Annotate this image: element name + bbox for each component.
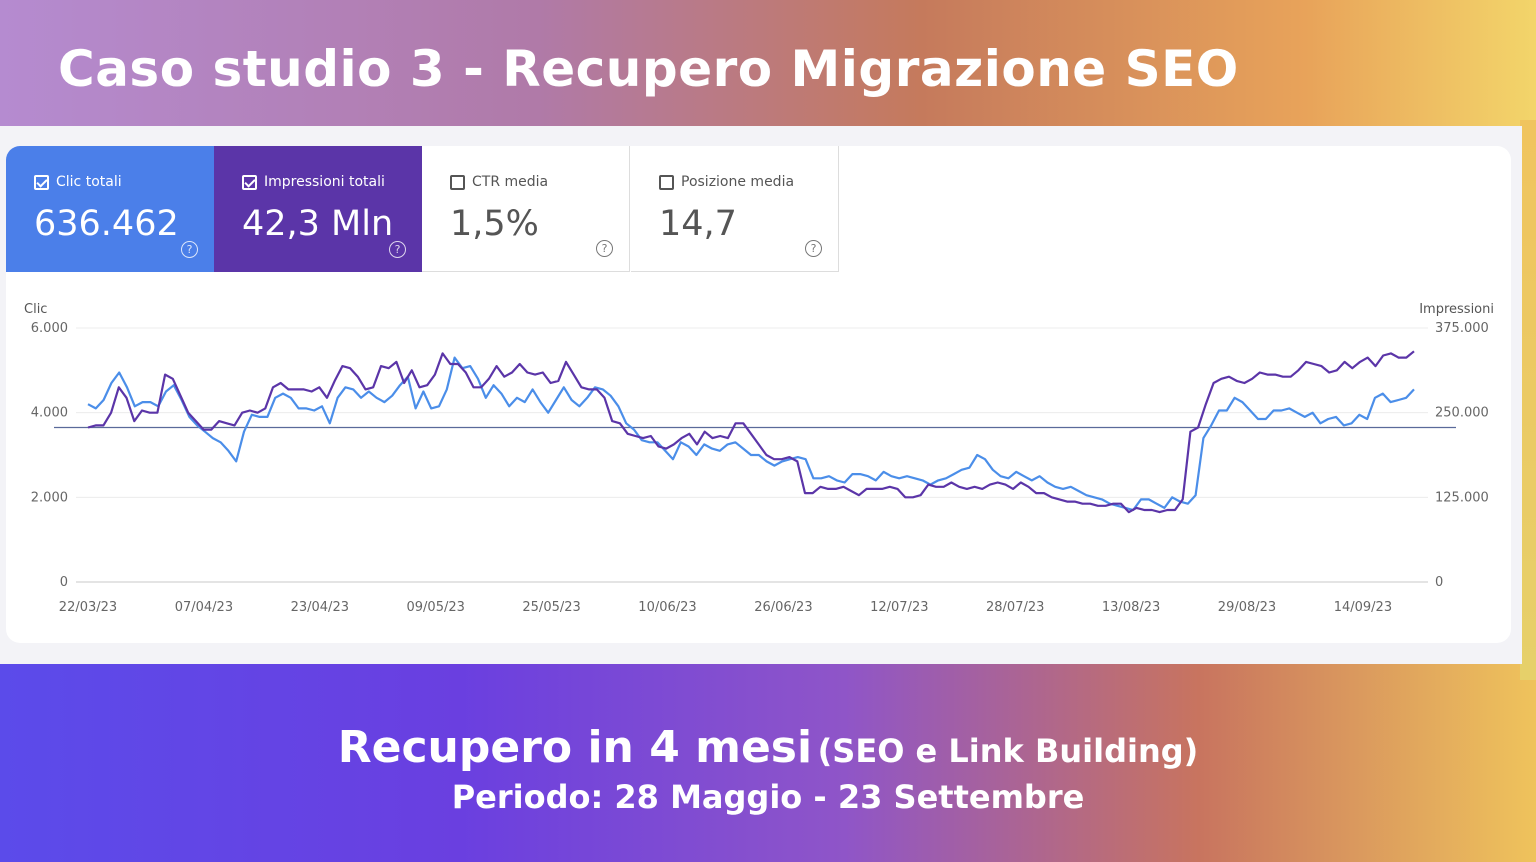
headline-text: Recupero in 4 mesi	[337, 722, 813, 773]
page-title: Caso studio 3 - Recupero Migrazione SEO	[58, 40, 1239, 98]
help-icon[interactable]: ?	[596, 240, 613, 257]
metric-value: 636.462	[34, 204, 179, 244]
performance-chart[interactable]: 02.0004.0006.0000125.000250.000375.000Cl…	[6, 146, 1511, 643]
checkbox-icon[interactable]	[659, 174, 674, 190]
performance-card: Clic totali 636.462 ? Impressioni totali…	[6, 146, 1511, 643]
x-tick-label: 26/06/23	[754, 600, 812, 615]
metric-label: Clic totali	[56, 174, 122, 190]
x-tick-label: 29/08/23	[1218, 600, 1276, 615]
help-icon[interactable]: ?	[389, 241, 406, 258]
help-icon[interactable]: ?	[181, 241, 198, 258]
series-line-clicks	[87, 356, 1415, 512]
x-tick-label: 28/07/23	[986, 600, 1044, 615]
metric-value: 1,5%	[450, 204, 539, 244]
metric-card-ctr[interactable]: CTR media 1,5% ?	[422, 146, 630, 272]
x-tick-label: 25/05/23	[522, 600, 580, 615]
metric-label: Impressioni totali	[264, 174, 385, 190]
headline-note: (SEO e Link Building)	[817, 732, 1199, 770]
x-tick-label: 07/04/23	[175, 600, 233, 615]
side-background	[1520, 120, 1536, 680]
y-axis-label-left: Clic	[24, 302, 47, 317]
metric-card-clicks[interactable]: Clic totali 636.462 ?	[6, 146, 214, 272]
y-tick-right: 125.000	[1435, 490, 1489, 505]
metric-card-impressions[interactable]: Impressioni totali 42,3 Mln ?	[214, 146, 422, 272]
x-tick-label: 23/04/23	[291, 600, 349, 615]
metric-value: 14,7	[659, 204, 737, 244]
help-icon[interactable]: ?	[805, 240, 822, 257]
x-tick-label: 13/08/23	[1102, 600, 1160, 615]
y-axis-label-right: Impressioni	[1419, 302, 1494, 317]
x-tick-label: 14/09/23	[1334, 600, 1392, 615]
period-text: Periodo: 28 Maggio - 23 Settembre	[451, 778, 1085, 816]
y-tick-left: 4.000	[31, 406, 68, 421]
checkbox-icon[interactable]	[450, 174, 465, 190]
x-tick-label: 09/05/23	[407, 600, 465, 615]
x-tick-label: 22/03/23	[59, 600, 117, 615]
x-tick-label: 12/07/23	[870, 600, 928, 615]
y-tick-right: 250.000	[1435, 406, 1489, 421]
y-tick-right: 0	[1435, 575, 1443, 590]
series-line-impressions	[87, 350, 1415, 514]
metric-label: Posizione media	[681, 174, 795, 190]
y-tick-right: 375.000	[1435, 321, 1489, 336]
metric-label: CTR media	[472, 174, 549, 190]
x-tick-label: 10/06/23	[638, 600, 696, 615]
metric-value: 42,3 Mln	[242, 204, 394, 244]
header-background	[0, 0, 1536, 130]
y-tick-left: 6.000	[31, 321, 68, 336]
y-tick-left: 0	[60, 575, 68, 590]
footer-background	[0, 662, 1536, 862]
checkbox-checked-icon[interactable]	[34, 174, 49, 190]
checkbox-checked-icon[interactable]	[242, 174, 257, 190]
y-tick-left: 2.000	[31, 490, 68, 505]
footer-headline: Recupero in 4 mesi (SEO e Link Building)	[0, 722, 1536, 773]
metric-card-position[interactable]: Posizione media 14,7 ?	[631, 146, 839, 272]
